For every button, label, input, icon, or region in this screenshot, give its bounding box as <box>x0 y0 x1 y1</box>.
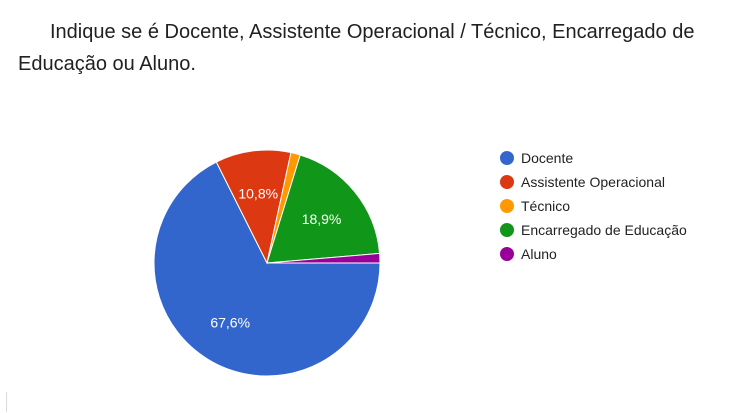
divider <box>6 392 7 412</box>
legend-label: Docente <box>521 150 573 166</box>
legend-swatch <box>500 223 514 237</box>
pie-slice-encarregado-de-educa-o <box>266 154 381 264</box>
legend-swatch <box>500 151 514 165</box>
legend-label: Aluno <box>521 246 557 262</box>
legend-label: Encarregado de Educação <box>521 222 687 238</box>
legend-item: Aluno <box>500 246 557 262</box>
legend-item: Docente <box>500 150 573 166</box>
slice-data-label: 67,6% <box>210 315 250 331</box>
pie-slice-aluno <box>266 252 381 264</box>
slice-data-label: 10,8% <box>238 185 278 201</box>
legend-swatch <box>500 247 514 261</box>
question-title-text: Indique se é Docente, Assistente Operaci… <box>18 21 695 75</box>
chart-legend: Docente Assistente Operacional Técnico Enca… <box>500 150 687 262</box>
pie-slice-labels: 67,6% 10,8% 18,9% <box>210 185 341 330</box>
legend-swatch <box>500 175 514 189</box>
legend-item: Assistente Operacional <box>500 174 665 190</box>
question-title: Indique se é Docente, Assistente Operaci… <box>18 16 718 80</box>
slice-data-label: 18,9% <box>302 211 342 227</box>
pie-slices <box>153 149 381 377</box>
legend-label: Técnico <box>521 198 570 214</box>
legend-item: Encarregado de Educação <box>500 222 687 238</box>
legend-item: Técnico <box>500 198 570 214</box>
pie-slice-docente <box>153 161 381 377</box>
legend-swatch <box>500 199 514 213</box>
legend-label: Assistente Operacional <box>521 174 665 190</box>
pie-slice-assistente-operacional <box>215 149 292 265</box>
